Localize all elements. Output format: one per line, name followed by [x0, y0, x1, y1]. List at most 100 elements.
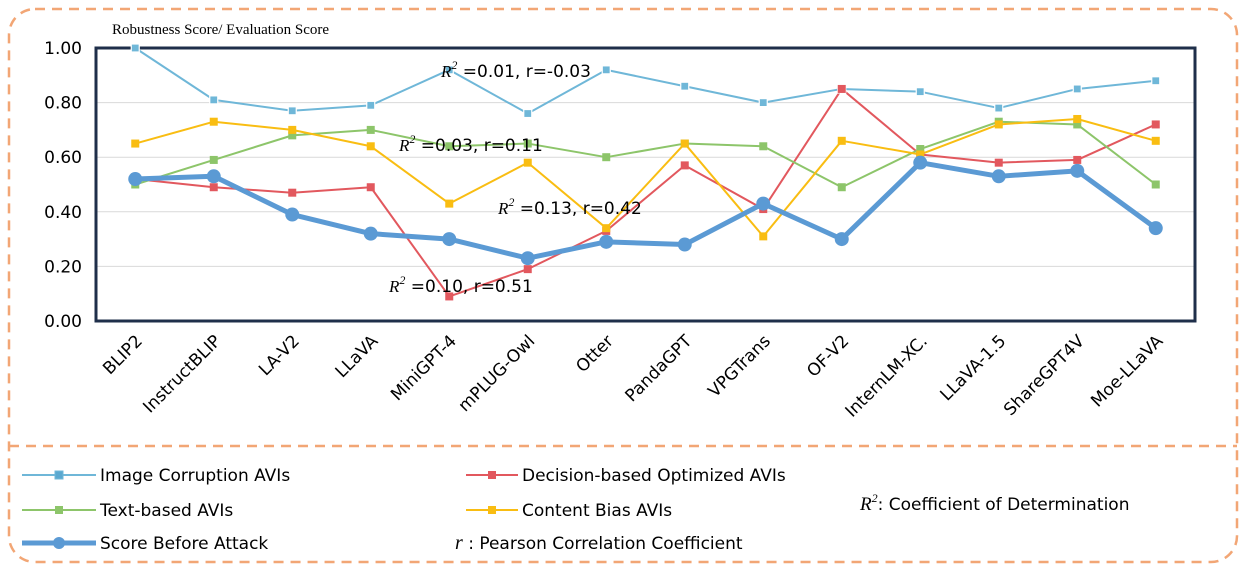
data-point	[758, 97, 768, 108]
data-point	[677, 237, 692, 252]
annotation-4-r2: =0.10,	[411, 277, 469, 297]
data-point	[366, 125, 375, 134]
x-tick-label: LLaVA	[332, 331, 383, 382]
data-point	[602, 153, 611, 162]
y-tick-labels: 0.00 0.20 0.40 0.60 0.80 1.00	[44, 39, 82, 332]
data-point	[523, 139, 532, 148]
svg-text:R2 =0.10, r=0.51: R2 =0.10, r=0.51	[388, 273, 533, 297]
svg-text:R2 =0.03, r=0.11: R2 =0.03, r=0.11	[398, 132, 543, 156]
x-tick-label: OF-V2	[803, 331, 853, 381]
data-point	[759, 232, 768, 241]
data-point	[445, 292, 454, 301]
data-point	[1073, 114, 1082, 123]
data-point	[209, 155, 218, 164]
data-point	[445, 142, 454, 151]
data-point	[837, 136, 846, 145]
data-point	[1151, 120, 1160, 129]
legend-note-r2: R2: Coefficient of Determination	[859, 491, 1129, 515]
data-point	[445, 199, 454, 208]
annotation-1-r2-symbol: R	[440, 62, 452, 81]
x-tick-label: Otter	[572, 331, 617, 376]
data-point	[209, 95, 219, 105]
data-point	[1151, 136, 1160, 145]
annotation-2-r2: =0.03,	[421, 136, 479, 156]
legend-swatch-marker	[54, 470, 64, 480]
data-point	[209, 183, 218, 192]
data-point	[1073, 120, 1082, 129]
annotation-1-r2: =0.01,	[463, 62, 521, 82]
x-tick-label: VPGTrans	[705, 331, 775, 401]
annotation-4-r: r=0.51	[474, 277, 533, 297]
data-point	[680, 139, 689, 148]
annotation-2-r: r=0.11	[484, 136, 543, 156]
data-point	[599, 234, 614, 249]
annotation-3-r2: =0.13,	[520, 199, 578, 219]
data-point	[520, 251, 535, 266]
series-lines	[134, 47, 1158, 298]
x-tick-label: MiniGPT-4	[387, 331, 461, 405]
svg-text:R2: Coefficient of Determinati: R2: Coefficient of Determination	[859, 491, 1129, 515]
outer-dashed-border	[7, 7, 1239, 564]
data-point	[366, 142, 375, 151]
data-point	[442, 232, 457, 247]
data-point	[916, 145, 925, 154]
data-point	[288, 188, 297, 197]
legend-label: Score Before Attack	[100, 534, 268, 554]
y-tick-label: 1.00	[44, 39, 82, 59]
data-point	[1073, 155, 1082, 164]
legend-item-text-based: Text-based AVIs	[22, 501, 233, 521]
data-point	[209, 117, 218, 126]
data-point	[1072, 84, 1082, 94]
legend-label: Text-based AVIs	[99, 501, 233, 521]
annotation-3: R2 =0.13, r=0.42	[497, 195, 642, 219]
data-point	[128, 172, 143, 187]
data-point	[523, 158, 532, 167]
legend-label: Decision-based Optimized AVIs	[522, 466, 786, 486]
x-tick-label: BLIP2	[99, 331, 147, 379]
r2-symbol: R	[859, 494, 872, 515]
legend-label: Image Corruption AVIs	[100, 466, 290, 486]
y-tick-label: 0.40	[44, 203, 82, 223]
data-point	[913, 155, 928, 170]
legend-item-content-bias: Content Bias AVIs	[466, 501, 672, 521]
series-line-1	[135, 87, 1157, 298]
x-tick-label: PandaGPT	[622, 331, 697, 406]
data-point	[759, 142, 768, 151]
x-tick-label: InternLM-XC.	[842, 331, 932, 421]
r2-note: : Coefficient of Determination	[878, 495, 1130, 515]
plot-area-frame	[94, 46, 1197, 323]
x-tick-label: mPLUG-Owl	[455, 331, 540, 416]
data-point	[363, 226, 378, 241]
data-point	[994, 158, 1003, 167]
data-point	[837, 183, 846, 192]
legend-note-r: r : Pearson Correlation Coefficient	[455, 532, 743, 554]
data-point	[994, 103, 1004, 113]
annotation-2: R2 =0.03, r=0.11	[398, 132, 543, 156]
annotation-4: R2 =0.10, r=0.51	[388, 273, 533, 297]
x-tick-label: LA-V2	[255, 331, 304, 380]
y-axis-label: Robustness Score/ Evaluation Score	[112, 22, 329, 38]
data-point	[834, 232, 849, 247]
annotation-1: R2 =0.01, r=-0.03	[440, 58, 591, 82]
series-line-3	[134, 117, 1157, 238]
x-tick-label: LLaVA-1.5	[937, 331, 1011, 405]
data-point	[994, 120, 1003, 129]
legend-swatch-marker	[488, 471, 496, 479]
y-tick-label: 0.20	[44, 257, 82, 277]
data-point	[206, 169, 221, 184]
x-tick-label: Moe-LLaVA	[1087, 331, 1167, 411]
data-point	[130, 43, 140, 53]
legend-label: Content Bias AVIs	[522, 501, 672, 521]
x-tick-label: ShareGPT4V	[1000, 331, 1089, 420]
data-point	[1151, 76, 1161, 86]
data-point	[366, 183, 375, 192]
series-line-2	[134, 120, 1157, 189]
data-point	[287, 106, 297, 116]
data-point	[366, 100, 376, 110]
data-point	[285, 207, 300, 222]
data-point	[601, 65, 611, 75]
legend-item-image-corruption: Image Corruption AVIs	[22, 466, 290, 486]
series-line-0	[134, 47, 1156, 115]
data-point	[444, 65, 454, 75]
data-point	[602, 224, 611, 233]
